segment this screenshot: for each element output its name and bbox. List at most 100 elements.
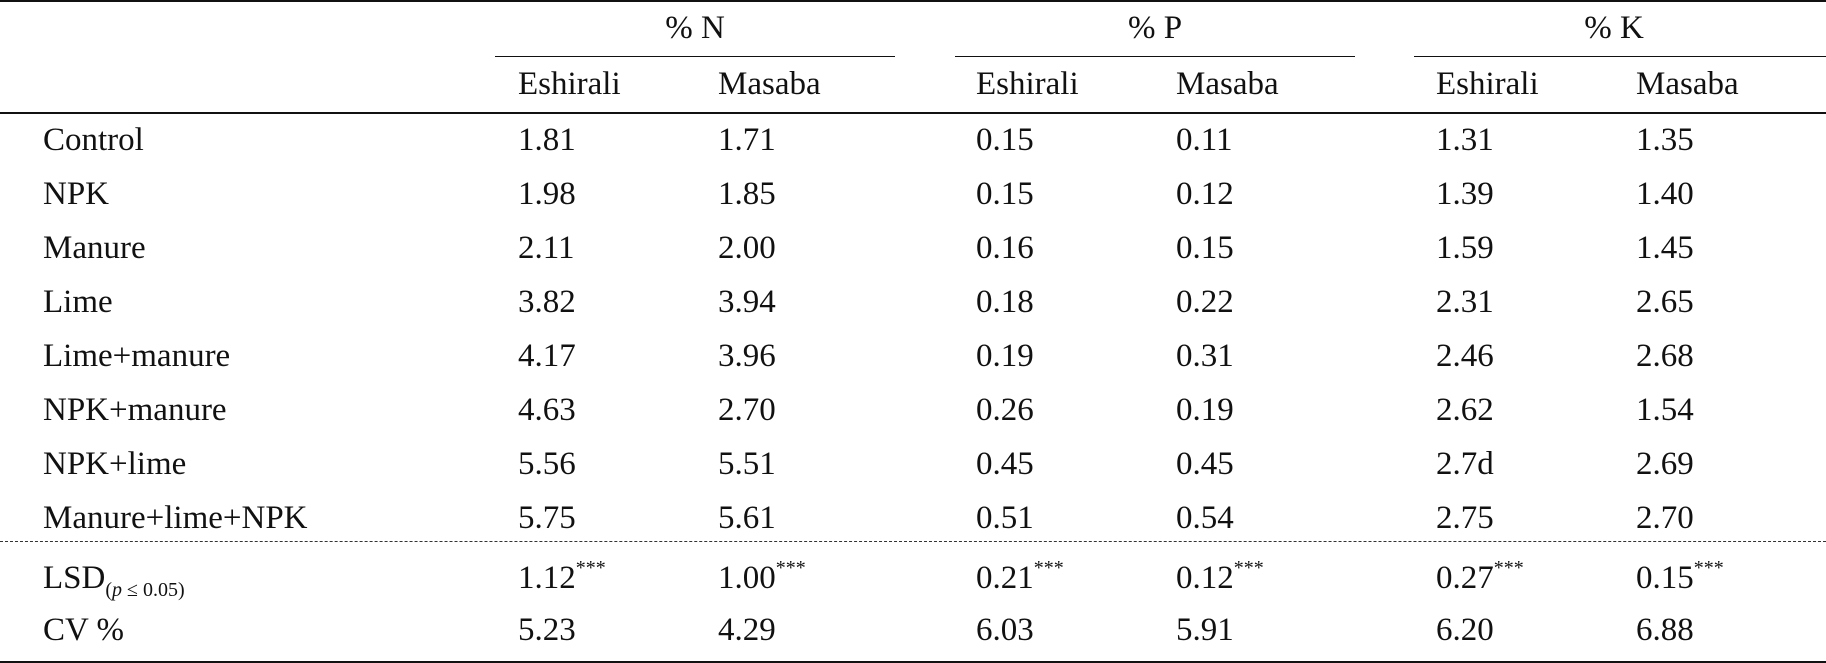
table-cell: 0.15	[976, 122, 1034, 158]
table-cell: 0.45	[1176, 446, 1234, 482]
group-underline-n	[495, 56, 895, 57]
table-cell: 5.61	[718, 500, 776, 536]
table-cell: 0.16	[976, 230, 1034, 266]
table-cell: 1.31	[1436, 122, 1494, 158]
table-cell: 1.85	[718, 176, 776, 212]
table-cell: 2.69	[1636, 446, 1694, 482]
table-cell: 2.7d	[1436, 446, 1494, 482]
lsd-condition-open: (	[105, 579, 113, 601]
lsd-cell: 1.00***	[718, 558, 806, 598]
group-underline-k	[1414, 56, 1826, 57]
table-cell: 0.11	[1176, 122, 1233, 158]
table-cell: 1.81	[518, 122, 576, 158]
lsd-condition-rest: ≤ 0.05)	[122, 579, 185, 601]
lsd-cell: 0.21***	[976, 558, 1064, 598]
lsd-label: LSD(p ≤ 0.05)	[43, 558, 185, 601]
cv-cell: 4.29	[718, 612, 776, 648]
table-cell: 1.98	[518, 176, 576, 212]
cv-label: CV %	[43, 612, 124, 648]
table-cell: 2.75	[1436, 500, 1494, 536]
row-label: Manure+lime+NPK	[43, 500, 308, 536]
significance-marker: ***	[1033, 557, 1064, 579]
significance-marker: ***	[1493, 557, 1524, 579]
table-cell: 0.45	[976, 446, 1034, 482]
subheader-n-eshirali: Eshirali	[518, 66, 621, 102]
subheader-k-masaba: Masaba	[1636, 66, 1739, 102]
table-cell: 5.56	[518, 446, 576, 482]
table-cell: 5.51	[718, 446, 776, 482]
table-cell: 2.46	[1436, 338, 1494, 374]
table-cell: 2.68	[1636, 338, 1694, 374]
significance-marker: ***	[575, 557, 606, 579]
table-cell: 0.12	[1176, 176, 1234, 212]
table-cell: 2.70	[718, 392, 776, 428]
table-cell: 3.82	[518, 284, 576, 320]
cv-cell: 6.03	[976, 612, 1034, 648]
lsd-condition-p: p	[112, 579, 123, 601]
table-cell: 0.31	[1176, 338, 1234, 374]
lsd-value: 1.12	[518, 560, 576, 596]
header-bottom-rule	[0, 112, 1826, 114]
lsd-cell: 0.15***	[1636, 558, 1724, 598]
table-cell: 0.15	[976, 176, 1034, 212]
subheader-p-eshirali: Eshirali	[976, 66, 1079, 102]
table-cell: 0.18	[976, 284, 1034, 320]
table-cell: 2.00	[718, 230, 776, 266]
group-header-n: % N	[665, 10, 725, 46]
group-underline-p	[955, 56, 1355, 57]
row-label: Lime+manure	[43, 338, 231, 374]
table-bottom-rule	[0, 661, 1826, 663]
table-cell: 5.75	[518, 500, 576, 536]
lsd-cell: 0.12***	[1176, 558, 1264, 598]
dashed-separator	[0, 541, 1826, 542]
lsd-cell: 0.27***	[1436, 558, 1524, 598]
table-cell: 1.54	[1636, 392, 1694, 428]
row-label: Control	[43, 122, 144, 158]
cv-cell: 5.91	[1176, 612, 1234, 648]
table-cell: 3.94	[718, 284, 776, 320]
table-cell: 0.54	[1176, 500, 1234, 536]
table-cell: 1.45	[1636, 230, 1694, 266]
lsd-text: LSD	[43, 560, 106, 596]
lsd-value: 0.27	[1436, 560, 1494, 596]
lsd-value: 0.15	[1636, 560, 1694, 596]
subheader-p-masaba: Masaba	[1176, 66, 1279, 102]
table-cell: 0.26	[976, 392, 1034, 428]
table-cell: 2.31	[1436, 284, 1494, 320]
table-cell: 1.71	[718, 122, 776, 158]
cv-cell: 6.20	[1436, 612, 1494, 648]
row-label: Lime	[43, 284, 113, 320]
table-cell: 0.22	[1176, 284, 1234, 320]
significance-marker: ***	[775, 557, 806, 579]
significance-marker: ***	[1693, 557, 1724, 579]
table-cell: 1.40	[1636, 176, 1694, 212]
table-cell: 4.63	[518, 392, 576, 428]
row-label: NPK	[43, 176, 110, 212]
cv-cell: 5.23	[518, 612, 576, 648]
row-label: NPK+lime	[43, 446, 187, 482]
table-cell: 0.51	[976, 500, 1034, 536]
lsd-value: 0.12	[1176, 560, 1234, 596]
cv-cell: 6.88	[1636, 612, 1694, 648]
lsd-value: 0.21	[976, 560, 1034, 596]
table-cell: 0.19	[976, 338, 1034, 374]
table-cell: 1.59	[1436, 230, 1494, 266]
table-top-rule	[0, 0, 1826, 2]
table-cell: 4.17	[518, 338, 576, 374]
subheader-n-masaba: Masaba	[718, 66, 821, 102]
table-cell: 1.35	[1636, 122, 1694, 158]
table-cell: 2.62	[1436, 392, 1494, 428]
significance-marker: ***	[1233, 557, 1264, 579]
lsd-condition: (p ≤ 0.05)	[105, 579, 184, 601]
table-cell: 2.11	[518, 230, 575, 266]
lsd-value: 1.00	[718, 560, 776, 596]
table-cell: 0.15	[1176, 230, 1234, 266]
table-cell: 1.39	[1436, 176, 1494, 212]
table-cell: 0.19	[1176, 392, 1234, 428]
table-cell: 2.70	[1636, 500, 1694, 536]
group-header-p: % P	[1127, 10, 1183, 46]
table-cell: 2.65	[1636, 284, 1694, 320]
row-label: Manure	[43, 230, 146, 266]
lsd-cell: 1.12***	[518, 558, 606, 598]
group-header-k: % K	[1584, 10, 1644, 46]
